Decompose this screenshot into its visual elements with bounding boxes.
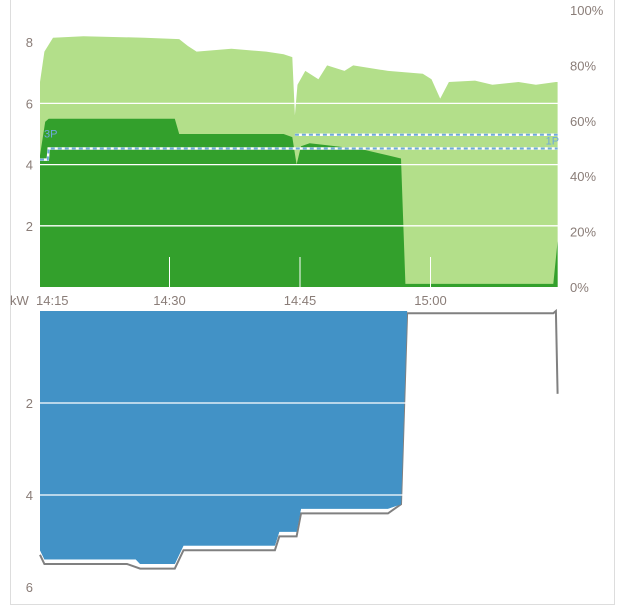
chart-frame [10, 0, 615, 605]
x-tick: 14:30 [153, 293, 186, 308]
y-tick: 2 [26, 396, 33, 411]
y-tick-right: 60% [570, 114, 596, 129]
y-tick-left: 4 [26, 158, 33, 173]
y-tick-right: 100% [570, 3, 604, 18]
y-tick-left: 6 [26, 96, 33, 111]
y-tick-left: 2 [26, 219, 33, 234]
y-tick-right: 0% [570, 280, 589, 295]
x-tick: 15:00 [414, 293, 447, 308]
y-tick: 4 [26, 488, 33, 503]
series-3P-line [40, 147, 558, 161]
x-tick: 14:45 [284, 293, 317, 308]
series-grid-line [39, 308, 559, 570]
y-axis-label: kW [10, 293, 30, 308]
series-label-3P: 3P [44, 129, 57, 141]
y-tick-left: 8 [26, 35, 33, 50]
y-tick: 6 [26, 580, 33, 595]
series-power-area [40, 118, 558, 287]
y-tick-right: 40% [570, 169, 596, 184]
y-tick-right: 80% [570, 58, 596, 73]
series-load-area-top [40, 311, 558, 564]
y-tick-right: 20% [570, 225, 596, 240]
series-label-1P: 1P [546, 136, 559, 148]
x-tick: 14:15 [36, 293, 69, 308]
